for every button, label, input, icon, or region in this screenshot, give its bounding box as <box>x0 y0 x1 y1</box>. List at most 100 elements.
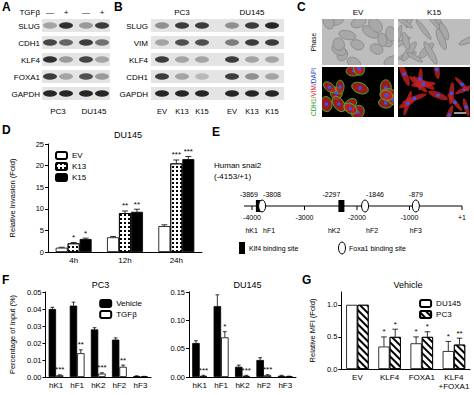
svg-text:**: ** <box>134 200 140 209</box>
svg-text:0.10: 0.10 <box>170 316 185 325</box>
svg-text:+FOXA1: +FOXA1 <box>438 382 469 391</box>
svg-text:DU145: DU145 <box>82 107 107 116</box>
svg-text:KLF4: KLF4 <box>21 56 41 65</box>
svg-text:0.00: 0.00 <box>27 373 42 382</box>
svg-text:hF3: hF3 <box>410 227 422 234</box>
svg-text:Percentage of Input (%): Percentage of Input (%) <box>8 294 17 374</box>
svg-text:**: ** <box>122 201 128 210</box>
svg-text:GAPDH: GAPDH <box>12 90 41 99</box>
svg-text:0: 0 <box>40 248 44 257</box>
svg-text:4h: 4h <box>69 256 78 265</box>
svg-text:-2297: -2297 <box>322 191 340 198</box>
svg-text:20: 20 <box>36 161 44 170</box>
svg-text:CDH1: CDH1 <box>18 39 40 48</box>
svg-text:K13: K13 <box>175 107 188 116</box>
svg-text:C: C <box>297 0 306 14</box>
svg-text:hK2: hK2 <box>91 381 106 390</box>
svg-text:*: * <box>382 327 385 336</box>
svg-text:***: *** <box>242 366 251 375</box>
svg-text:0.04: 0.04 <box>27 305 42 314</box>
svg-text:***: *** <box>199 366 208 375</box>
svg-text:KLF4: KLF4 <box>129 56 149 65</box>
svg-text:—: — <box>82 8 90 17</box>
svg-text:hF2: hF2 <box>112 381 126 390</box>
svg-text:hF2: hF2 <box>366 227 378 234</box>
svg-text:24h: 24h <box>170 256 183 265</box>
svg-text:-4000: -4000 <box>243 214 261 221</box>
svg-text:Vehicle: Vehicle <box>393 280 422 290</box>
svg-text:hF1: hF1 <box>263 227 275 234</box>
svg-text:5: 5 <box>40 226 44 235</box>
svg-text:hK2: hK2 <box>235 381 250 390</box>
svg-text:K15: K15 <box>427 8 442 17</box>
svg-text:0.0: 0.0 <box>327 365 337 374</box>
svg-text:25: 25 <box>36 140 44 149</box>
svg-text:FOXA1: FOXA1 <box>14 73 41 82</box>
svg-text:hK1: hK1 <box>245 227 258 234</box>
svg-text:TGFβ: TGFβ <box>116 310 137 319</box>
svg-text:0.05: 0.05 <box>27 288 42 297</box>
svg-text:A: A <box>2 0 11 14</box>
svg-text:***: *** <box>263 365 272 374</box>
svg-text:*: * <box>415 327 418 336</box>
svg-text:TGFβ: TGFβ <box>19 8 40 17</box>
svg-text:*: * <box>394 320 397 329</box>
svg-text:0.01: 0.01 <box>27 356 42 365</box>
svg-text:EV: EV <box>157 107 167 116</box>
svg-text:GAPDH: GAPDH <box>120 90 149 99</box>
svg-text:hK2: hK2 <box>328 227 341 234</box>
svg-text:SLUG: SLUG <box>126 22 148 31</box>
svg-text:*: * <box>447 332 450 341</box>
svg-text:PC3: PC3 <box>174 8 190 17</box>
svg-text:+1: +1 <box>458 214 466 221</box>
svg-text:Human snai2: Human snai2 <box>214 161 262 170</box>
svg-text:K15: K15 <box>265 107 278 116</box>
svg-text:hF1: hF1 <box>70 381 84 390</box>
svg-text:0.00: 0.00 <box>170 373 185 382</box>
svg-text:K15: K15 <box>72 173 87 182</box>
svg-text:0.5: 0.5 <box>327 332 337 341</box>
svg-text:-3000: -3000 <box>296 214 314 221</box>
svg-text:*: * <box>72 233 75 242</box>
svg-text:***: *** <box>55 365 64 374</box>
svg-text:+: + <box>100 8 105 17</box>
svg-text:DU145: DU145 <box>436 299 461 308</box>
svg-text:**: ** <box>120 356 126 365</box>
svg-text:SLUG: SLUG <box>18 22 40 31</box>
svg-text:hF3: hF3 <box>134 381 148 390</box>
svg-text:-1846: -1846 <box>366 191 384 198</box>
svg-text:-2000: -2000 <box>348 214 366 221</box>
svg-text:DU145: DU145 <box>240 8 265 17</box>
svg-text:CDH1: CDH1 <box>126 73 148 82</box>
svg-text:***: *** <box>97 363 106 372</box>
svg-text:EV: EV <box>227 107 237 116</box>
svg-text:*: * <box>426 322 429 331</box>
svg-text:Foxa1 binding site: Foxa1 binding site <box>349 245 406 253</box>
svg-text:15: 15 <box>36 183 44 192</box>
svg-text:-879: -879 <box>409 191 423 198</box>
svg-text:DU145: DU145 <box>114 130 142 140</box>
svg-text:VIM: VIM <box>134 39 149 48</box>
svg-text:CDH1/VIM/DAPI: CDH1/VIM/DAPI <box>310 68 317 116</box>
svg-text:*: * <box>223 322 226 331</box>
svg-text:F: F <box>2 273 9 287</box>
svg-text:0.05: 0.05 <box>170 344 185 353</box>
svg-text:K15: K15 <box>195 107 208 116</box>
svg-text:PC3: PC3 <box>50 107 66 116</box>
svg-text:PC3: PC3 <box>92 280 110 290</box>
svg-text:hF1: hF1 <box>214 381 228 390</box>
svg-text:K13: K13 <box>72 162 87 171</box>
svg-text:Relative MFI (Fold): Relative MFI (Fold) <box>308 298 317 362</box>
svg-text:0.02: 0.02 <box>27 339 42 348</box>
svg-text:KLF4: KLF4 <box>444 373 464 382</box>
svg-text:KLF4: KLF4 <box>380 373 400 382</box>
svg-text:B: B <box>114 0 123 14</box>
svg-text:**: ** <box>456 329 462 338</box>
svg-text:(-4153/+1): (-4153/+1) <box>214 172 251 181</box>
svg-text:-1000: -1000 <box>401 214 419 221</box>
svg-text:E: E <box>212 125 220 139</box>
svg-text:PC3: PC3 <box>436 310 452 319</box>
svg-text:G: G <box>302 273 311 287</box>
svg-text:*: * <box>84 229 87 238</box>
svg-text:-3808: -3808 <box>263 191 281 198</box>
